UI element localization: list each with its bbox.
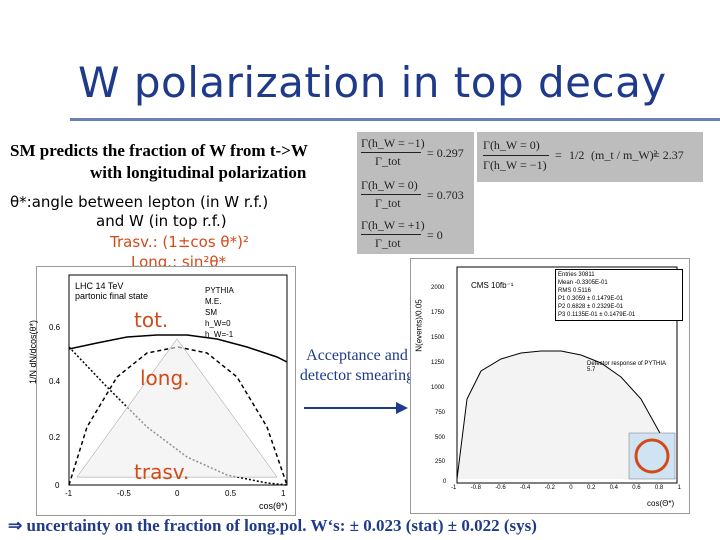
equation-box-left: Γ(h_W = −1) Γ_tot = 0.297 Γ(h_W = 0) Γ_t… xyxy=(357,132,474,254)
equation-box-right: Γ(h_W = 0) Γ(h_W = −1) = 1/2 (m_t / m_W)… xyxy=(477,132,703,182)
eq-r3-den: Γ_tot xyxy=(375,236,401,250)
arrow-right-icon xyxy=(304,402,408,414)
legend-item: M.E. xyxy=(205,297,222,306)
slide-title: W polarization in top decay xyxy=(78,58,667,107)
trasv-label: trasv. xyxy=(134,460,190,484)
stats-row: Entries 30811 xyxy=(558,272,595,278)
eq-ratio-num: Γ(h_W = 0) xyxy=(483,138,540,152)
right-plot-stats: Entries 30811 Mean -0.3305E-01 RMS 0.511… xyxy=(555,269,683,321)
right-x-tick: -0.2 xyxy=(544,485,555,491)
stats-row: RMS 0.5116 xyxy=(558,288,591,294)
eq-ratio-eq: = xyxy=(555,148,562,162)
right-y-tick: 500 xyxy=(435,435,446,441)
right-y-tick: 750 xyxy=(435,410,446,416)
angle-line3: Trasv.: (1±cos θ*)² xyxy=(110,233,249,251)
right-y-tick: 1500 xyxy=(431,335,445,341)
right-y-tick: 0 xyxy=(443,479,447,485)
left-y-tick: 0 xyxy=(55,481,60,490)
left-plot: LHC 14 TeV partonic final state 1/N dN/d… xyxy=(28,266,296,516)
eq-r1-num: Γ(h_W = −1) xyxy=(361,136,425,150)
right-x-tick: -0.8 xyxy=(470,485,481,491)
left-y-tick: 0.6 xyxy=(49,323,61,332)
long-label: long. xyxy=(140,366,190,390)
eq-ratio-den: Γ(h_W = −1) xyxy=(483,158,547,172)
right-y-tick: 1000 xyxy=(431,385,445,391)
right-plot: CMS 10fb⁻¹ N(events)/0.05 cos(Θ*) Entrie… xyxy=(410,258,690,514)
stats-row: P3 0.1135E-01 ± 0.1479E-01 xyxy=(558,312,636,318)
left-x-tick: 0.5 xyxy=(225,489,237,498)
eq-ratio-mass: (m_t / m_W)² xyxy=(591,148,658,162)
left-plot-ylabel: 1/N dN/dcos(θ*) xyxy=(28,319,39,385)
right-x-tick: 0.6 xyxy=(632,485,641,491)
eq-ratio-frac: 1/2 xyxy=(569,148,585,162)
eq-r3-val: = 0 xyxy=(427,228,443,242)
right-y-tick: 250 xyxy=(435,459,446,465)
right-y-tick: 1250 xyxy=(431,360,445,366)
right-plot-legend: Detector response of PYTHIA 5.7 xyxy=(587,361,666,373)
right-x-tick: -1 xyxy=(451,485,457,491)
left-x-tick: -1 xyxy=(65,489,73,498)
left-plot-xlabel: cos(θ*) xyxy=(259,501,288,511)
legend-item: SM xyxy=(205,308,217,317)
right-plot-header: CMS 10fb⁻¹ xyxy=(471,281,514,290)
acceptance-line2: detector smearing xyxy=(299,367,415,384)
left-x-tick: -0.5 xyxy=(117,489,131,498)
acceptance-label: Acceptance and detector smearing xyxy=(278,346,436,386)
right-x-tick: 0.2 xyxy=(586,485,596,491)
acceptance-line1: Acceptance and xyxy=(306,347,408,364)
stats-row: Mean -0.3305E-01 xyxy=(558,280,608,286)
right-x-tick: 0 xyxy=(569,485,573,491)
right-x-tick: 1 xyxy=(677,485,681,491)
left-x-tick: 1 xyxy=(281,489,286,498)
eq-r2-den: Γ_tot xyxy=(375,196,401,210)
angle-line2: and W (in top r.f.) xyxy=(96,212,227,230)
legend-item: h_W=-1 xyxy=(205,330,234,339)
right-x-tick: -0.4 xyxy=(519,485,531,491)
legend-item: h_W=0 xyxy=(205,319,231,328)
left-x-tick: 0 xyxy=(175,489,180,498)
eq-r1-den: Γ_tot xyxy=(375,154,401,168)
title-underline xyxy=(70,118,720,121)
right-plot-ylabel: N(events)/0.05 xyxy=(414,299,424,352)
stats-row: P2 0.6828 ± 0.2329E-01 xyxy=(558,304,624,310)
right-x-tick: -0.6 xyxy=(495,485,506,491)
right-plot-svg xyxy=(456,266,678,484)
left-y-tick: 0.2 xyxy=(49,433,61,442)
sm-prediction-line2: with longitudinal polarization xyxy=(90,163,307,182)
sm-prediction-line1: SM predicts the fraction of W from t->W xyxy=(10,141,308,160)
legend-item: PYTHIA xyxy=(205,286,234,295)
right-x-tick: 0.4 xyxy=(609,485,618,491)
eq-ratio-val: = 2.37 xyxy=(653,148,684,162)
eq-r1-val: = 0.297 xyxy=(427,146,464,160)
right-y-tick: 1750 xyxy=(431,310,445,316)
right-y-tick: 2000 xyxy=(431,285,445,291)
eq-r3-num: Γ(h_W = +1) xyxy=(361,218,425,232)
tot-label: tot. xyxy=(134,308,169,332)
eq-r2-val: = 0.703 xyxy=(427,188,464,202)
left-y-tick: 0.4 xyxy=(49,377,61,386)
left-plot-header2: partonic final state xyxy=(75,291,149,301)
right-x-ticks: -1 -0.8 -0.6 -0.4 -0.2 0 0.2 0.4 0.6 0.8… xyxy=(451,485,681,491)
conclusion-text: ⇒ uncertainty on the fraction of long.po… xyxy=(8,516,537,535)
left-plot-legend: PYTHIA M.E. SM h_W=0 h_W=-1 xyxy=(205,285,234,340)
angle-line1: θ*:angle between lepton (in W r.f.) xyxy=(10,193,269,211)
left-plot-svg xyxy=(68,274,288,486)
left-plot-header1: LHC 14 TeV xyxy=(75,281,124,291)
stats-row: P1 0.3059 ± 0.1479E-01 xyxy=(558,296,624,302)
right-plot-xlabel: cos(Θ*) xyxy=(647,499,675,508)
right-x-tick: 0.8 xyxy=(654,485,664,491)
eq-r2-num: Γ(h_W = 0) xyxy=(361,178,418,192)
